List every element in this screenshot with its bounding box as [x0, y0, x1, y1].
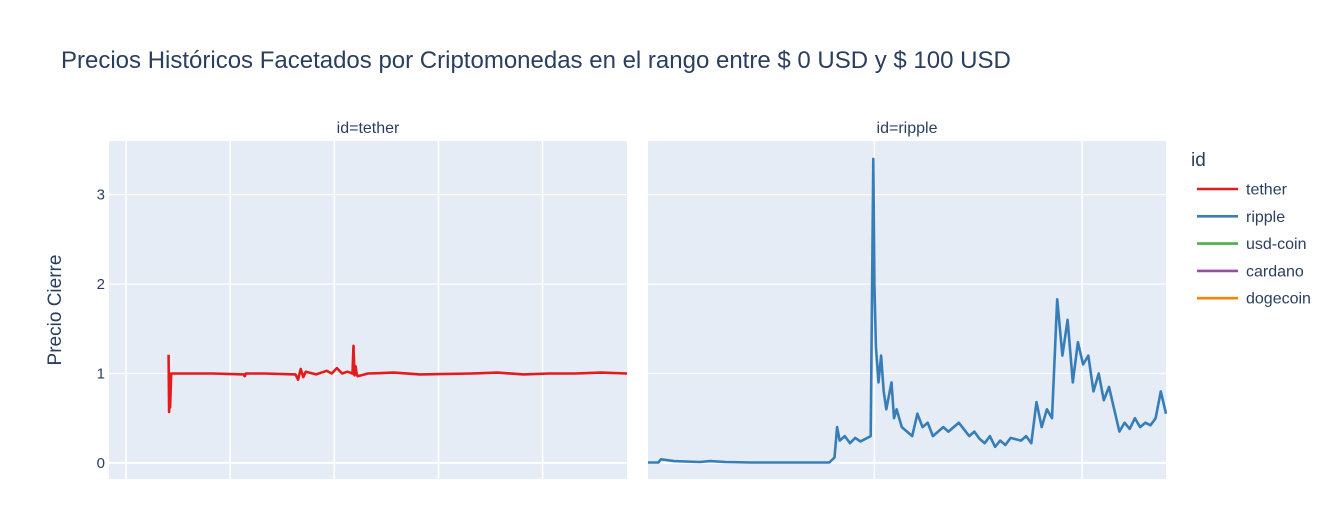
- legend-label-usd-coin: usd-coin: [1246, 236, 1306, 253]
- legend-item-cardano[interactable]: cardano: [1197, 263, 1304, 280]
- y-tick-label: 2: [97, 276, 105, 293]
- legend-label-ripple: ripple: [1246, 209, 1285, 226]
- y-tick-label: 1: [97, 365, 105, 382]
- facet-tether: 0 1 2 3 id=tether: [97, 120, 628, 479]
- legend-item-dogecoin[interactable]: dogecoin: [1197, 291, 1311, 308]
- y-tick-label: 0: [97, 455, 105, 472]
- y-axis-label: Precio Cierre: [45, 255, 66, 366]
- series-line-tether: [167, 344, 628, 414]
- series-line-ripple: [648, 157, 1168, 464]
- legend-label-tether: tether: [1246, 182, 1288, 199]
- legend-item-ripple[interactable]: ripple: [1197, 209, 1285, 226]
- legend-label-dogecoin: dogecoin: [1246, 291, 1311, 308]
- y-tick-label: 3: [97, 187, 105, 204]
- facet-ripple: id=ripple: [648, 120, 1168, 479]
- legend-title: id: [1191, 150, 1206, 171]
- legend-label-cardano: cardano: [1246, 263, 1304, 280]
- facet-label: id=ripple: [877, 120, 938, 137]
- legend: id tether ripple usd-coin cardano dogecoin: [1191, 150, 1311, 308]
- legend-item-usd-coin[interactable]: usd-coin: [1197, 236, 1306, 253]
- facet-label: id=tether: [337, 120, 400, 137]
- plot-background: [648, 141, 1166, 479]
- chart-title: Precios Históricos Facetados por Criptom…: [61, 47, 1011, 74]
- plot-background: [109, 141, 627, 479]
- legend-item-tether[interactable]: tether: [1197, 182, 1288, 199]
